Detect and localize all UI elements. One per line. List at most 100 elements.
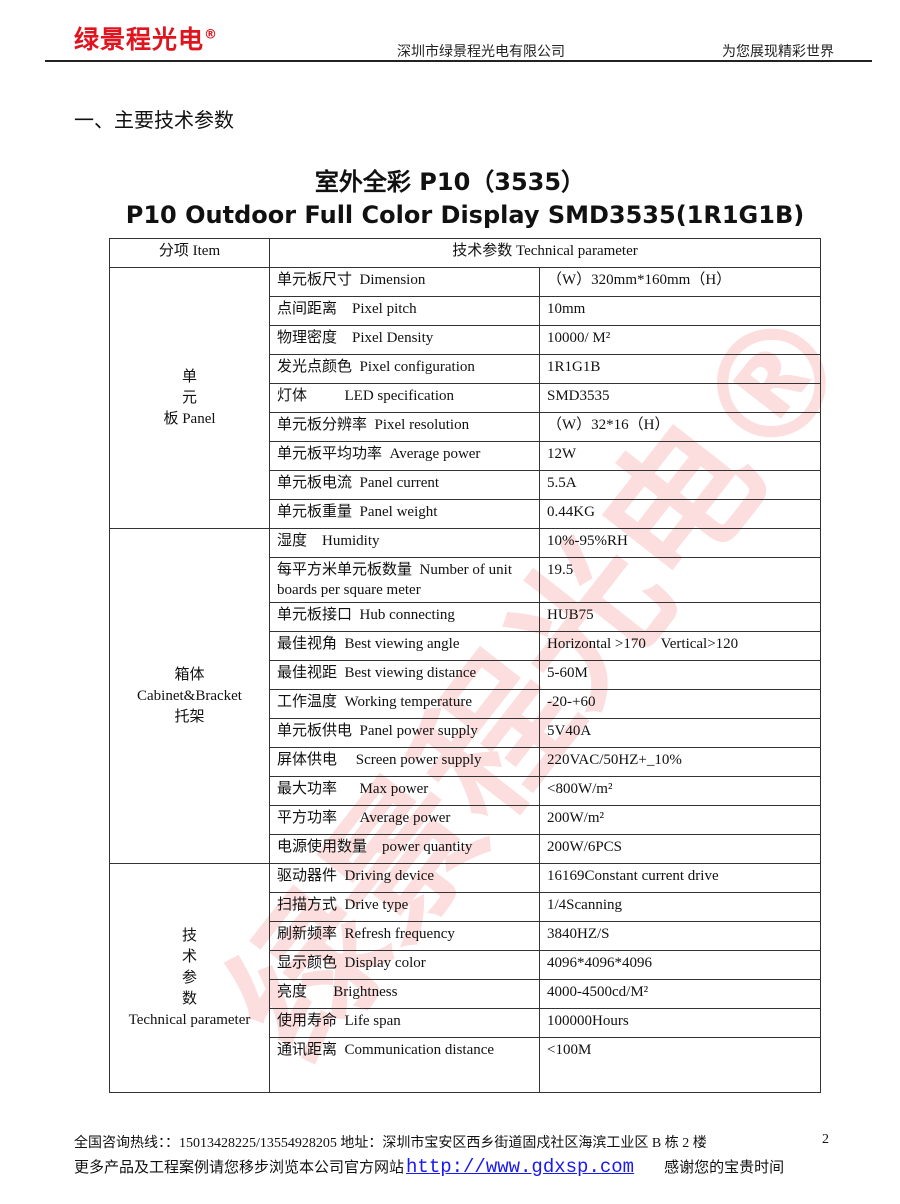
parameter-name: 单元板接口 Hub connecting	[269, 602, 540, 632]
table-row: 单元板分辨率 Pixel resolution （W）32*16（H）	[110, 412, 821, 442]
group-label-line: 箱体	[174, 666, 205, 683]
parameter-value: 200W/m²	[539, 805, 821, 835]
footer-website-line: 更多产品及工程案例请您移步浏览本公司官方网站 http://www.gdxsp.c…	[74, 1156, 784, 1178]
group-label-line: 板 Panel	[163, 410, 216, 427]
title-english: P10 Outdoor Full Color Display SMD3535(1…	[125, 201, 805, 229]
parameter-name: 单元板分辨率 Pixel resolution	[269, 412, 540, 442]
parameter-value: 5.5A	[539, 470, 821, 500]
parameter-value: <800W/m²	[539, 776, 821, 806]
group-label-line: 单	[181, 368, 197, 385]
parameter-name: 扫描方式 Drive type	[269, 892, 540, 922]
table-row: 通讯距离 Communication distance <100M	[110, 1037, 821, 1093]
parameter-name: 单元板供电 Panel power supply	[269, 718, 540, 748]
table-row: 技术参数 Technical parameter 驱动器件 Driving devi…	[109, 863, 821, 1093]
table-row: 箱体 Cabinet&Bracket 托架 湿度 Humidity 10%-95%RH	[109, 528, 821, 864]
parameter-name: 平方功率 Average power	[269, 805, 540, 835]
footer-hotline: 全国咨询热线：：15013428225/13554928205 地址：深圳市宝安…	[74, 1136, 707, 1151]
parameter-name: 灯体 LED specification	[269, 383, 540, 413]
footer-thanks: 感谢您的宝贵时间	[664, 1160, 785, 1176]
table-row: 电源使用数量 power quantity 200W/6PCS	[110, 834, 821, 864]
parameter-value: 5V40A	[539, 718, 821, 748]
table-row: 单元板电流 Panel current 5.5A	[110, 470, 821, 500]
table-row: 工作温度 Working temperature -20-+60	[110, 689, 821, 719]
parameter-value: 12W	[539, 441, 821, 471]
parameter-name: 刷新频率 Refresh frequency	[269, 921, 540, 951]
group-label-line: 技	[181, 927, 197, 944]
parameter-value: 10%-95%RH	[539, 528, 821, 558]
parameter-value: Horizontal >170 Vertical>120	[539, 631, 821, 661]
logo-text: 绿景程光电	[74, 25, 205, 54]
parameter-name: 显示颜色 Display color	[269, 950, 540, 980]
table-row: 灯体 LED specification SMD3535	[110, 383, 821, 413]
registered-mark: ®	[204, 27, 219, 43]
header-item: 分项 Item	[109, 238, 270, 268]
parameter-value: 10mm	[539, 296, 821, 326]
parameter-name: 驱动器件 Driving device	[269, 863, 540, 893]
header-company: 深圳市绿景程光电有限公司	[397, 45, 565, 60]
table-row: 使用寿命 Life span 100000Hours	[110, 1008, 821, 1038]
parameter-value: （W）320mm*160mm（H）	[539, 267, 821, 297]
parameter-name: 单元板尺寸 Dimension	[269, 267, 540, 297]
table-row: 单元板 Panel 单元板尺寸 Dimension （W）320mm*160mm（H…	[109, 267, 821, 529]
header-divider	[45, 60, 872, 62]
group-label: 技术参数 Technical parameter	[109, 863, 270, 1093]
title-chinese: 室外全彩 P10（3535）	[314, 168, 586, 196]
parameter-value: 10000/ M²	[539, 325, 821, 355]
parameter-value: 4000-4500cd/M²	[539, 979, 821, 1009]
group-label-line: 元	[181, 389, 197, 406]
parameter-value: HUB75	[539, 602, 821, 632]
footer-more-text: 更多产品及工程案例请您移步浏览本公司官方网站	[74, 1160, 405, 1176]
group-label-line: 参	[181, 969, 197, 986]
parameter-name: 工作温度 Working temperature	[269, 689, 540, 719]
group-label-line: Cabinet&Bracket	[137, 687, 242, 704]
table-row: 最佳视角 Best viewing angle Horizontal >170 V…	[110, 631, 821, 661]
parameter-name: 单元板平均功率 Average power	[269, 441, 540, 471]
parameter-name: 最佳视角 Best viewing angle	[269, 631, 540, 661]
parameter-value: -20-+60	[539, 689, 821, 719]
parameter-name: 单元板电流 Panel current	[269, 470, 540, 500]
parameter-name: 使用寿命 Life span	[269, 1008, 540, 1038]
parameter-name: 湿度 Humidity	[269, 528, 540, 558]
table-row: 单元板接口 Hub connecting HUB75	[110, 602, 821, 632]
parameter-name: 最大功率 Max power	[269, 776, 540, 806]
parameter-value: 4096*4096*4096	[539, 950, 821, 980]
parameter-value: SMD3535	[539, 383, 821, 413]
parameter-value: 1R1G1B	[539, 354, 821, 384]
parameter-value: 1/4Scanning	[539, 892, 821, 922]
parameter-value: 100000Hours	[539, 1008, 821, 1038]
parameter-value: 5-60M	[539, 660, 821, 690]
parameter-name: 单元板重量 Panel weight	[269, 499, 540, 529]
table-row: 平方功率 Average power 200W/m²	[110, 805, 821, 835]
table-header-row: 分项 Item 技术参数 Technical parameter	[109, 238, 821, 268]
parameter-name: 发光点颜色 Pixel configuration	[269, 354, 540, 384]
table-row: 发光点颜色 Pixel configuration 1R1G1B	[110, 354, 821, 384]
table-row: 屏体供电 Screen power supply 220VAC/50HZ+_10%	[110, 747, 821, 777]
table-row: 物理密度 Pixel Density 10000/ M²	[110, 325, 821, 355]
table-row: 扫描方式 Drive type 1/4Scanning	[110, 892, 821, 922]
header-slogan: 为您展现精彩世界	[722, 45, 834, 60]
spec-table: 分项 Item 技术参数 Technical parameter 单元板 Pan…	[109, 238, 821, 1093]
table-row: 最佳视距 Best viewing distance 5-60M	[110, 660, 821, 690]
group-label-line: Technical parameter	[128, 1011, 251, 1028]
section-title: 一、主要技术参数	[74, 110, 234, 132]
parameter-value: 220VAC/50HZ+_10%	[539, 747, 821, 777]
parameter-value: （W）32*16（H）	[539, 412, 821, 442]
website-link[interactable]: http://www.gdxsp.com	[406, 1156, 635, 1178]
group-label: 箱体 Cabinet&Bracket 托架	[109, 528, 270, 864]
parameter-name: 电源使用数量 power quantity	[269, 834, 540, 864]
parameter-value: 0.44KG	[539, 499, 821, 529]
parameter-value: 3840HZ/S	[539, 921, 821, 951]
parameter-value: <100M	[539, 1037, 821, 1093]
page-number: 2	[822, 1132, 829, 1147]
parameter-name: 每平方米单元板数量 Number of unit boards per squa…	[269, 557, 540, 603]
parameter-name: 亮度 Brightness	[269, 979, 540, 1009]
parameter-name: 通讯距离 Communication distance	[269, 1037, 540, 1093]
group-label-line: 数	[181, 990, 197, 1007]
group-label: 单元板 Panel	[109, 267, 270, 529]
table-row: 每平方米单元板数量 Number of unit boards per squa…	[110, 557, 821, 603]
table-row: 显示颜色 Display color 4096*4096*4096	[110, 950, 821, 980]
group-label-line: 术	[181, 948, 197, 965]
header-parameter: 技术参数 Technical parameter	[269, 238, 821, 268]
parameter-name: 屏体供电 Screen power supply	[269, 747, 540, 777]
